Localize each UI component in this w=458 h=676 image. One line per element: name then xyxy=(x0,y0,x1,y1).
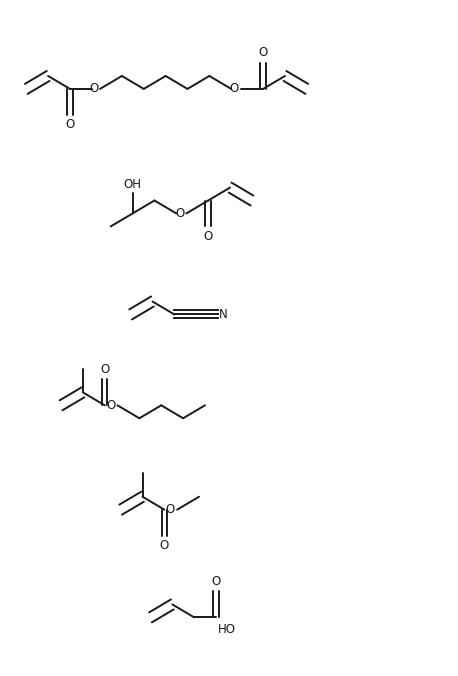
Text: N: N xyxy=(219,308,228,321)
Text: O: O xyxy=(212,575,221,588)
Text: O: O xyxy=(160,539,169,552)
Text: O: O xyxy=(89,82,99,95)
Text: OH: OH xyxy=(124,178,142,191)
Text: O: O xyxy=(106,399,115,412)
Text: O: O xyxy=(229,82,238,95)
Text: O: O xyxy=(100,363,109,376)
Text: O: O xyxy=(166,503,175,516)
Text: O: O xyxy=(65,118,75,131)
Text: HO: HO xyxy=(218,623,236,636)
Text: O: O xyxy=(203,230,213,243)
Text: O: O xyxy=(175,207,184,220)
Text: O: O xyxy=(258,47,268,59)
